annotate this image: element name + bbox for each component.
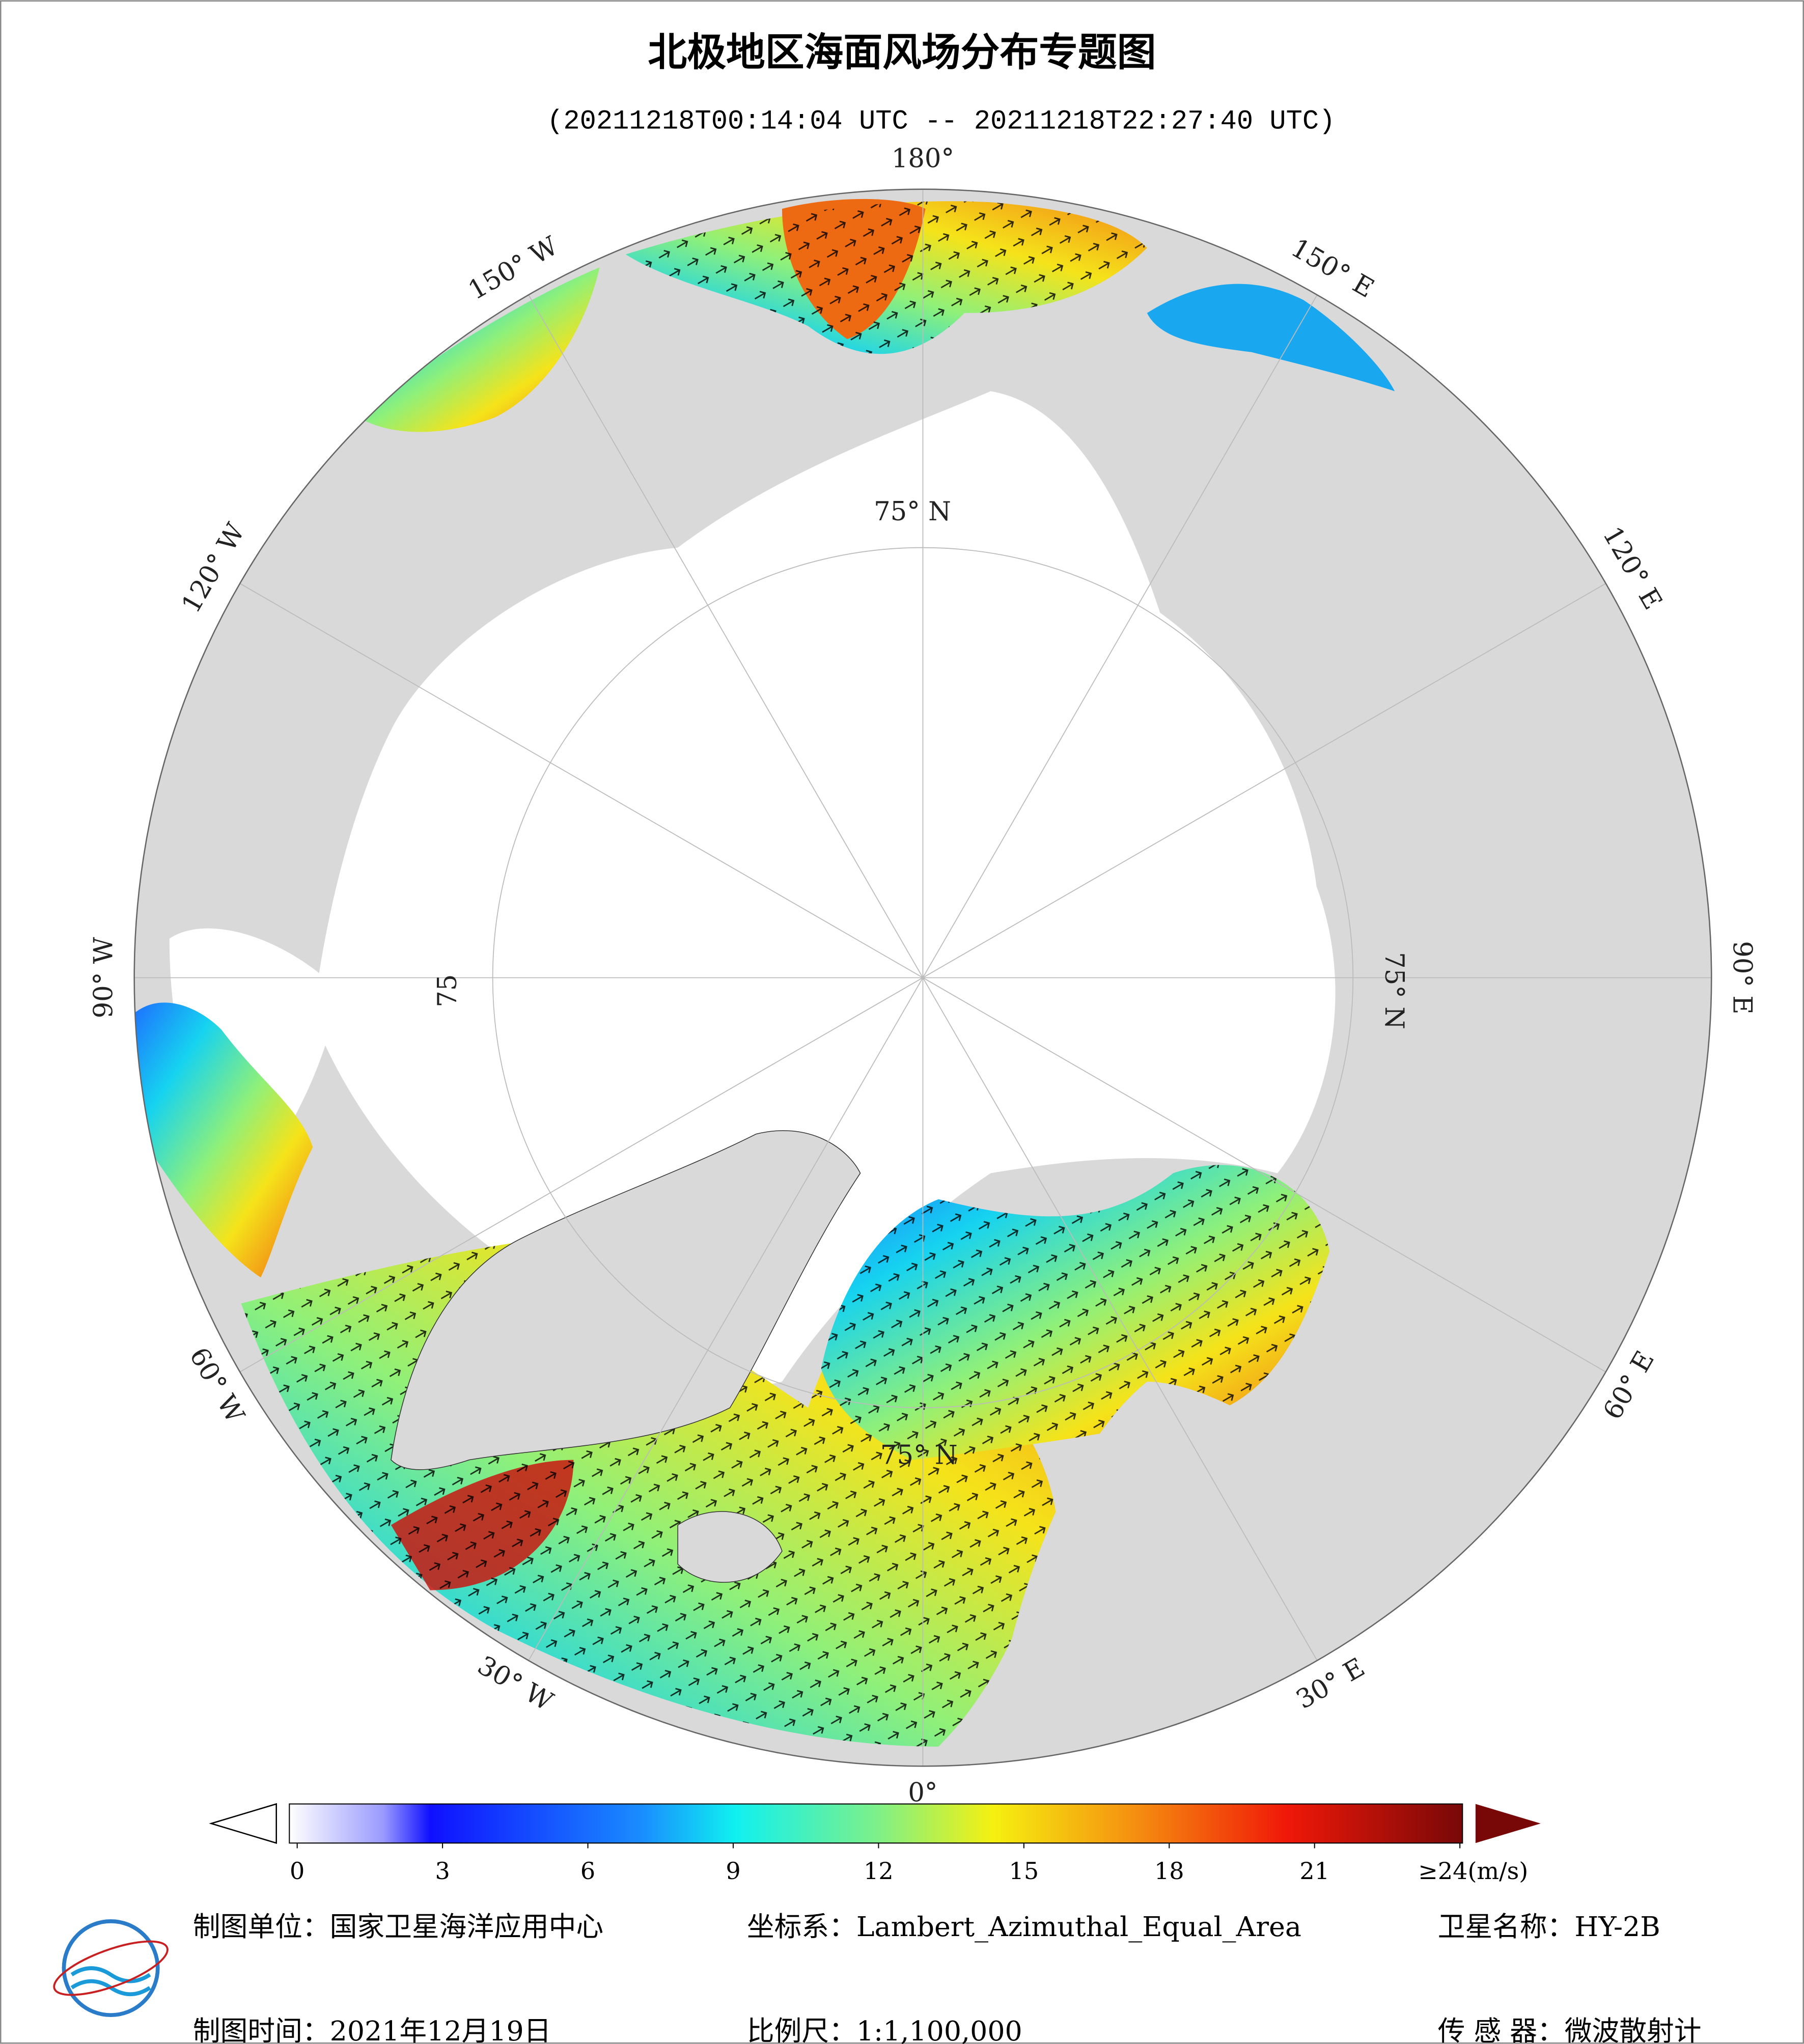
meridian xyxy=(923,977,1606,1373)
colorbar-tick-label: 9 xyxy=(726,1857,740,1885)
sea-ice xyxy=(313,391,1336,1386)
latitude-label: 75° N xyxy=(880,1440,958,1471)
colorbar-tick-label: 12 xyxy=(864,1857,894,1885)
logo xyxy=(53,1919,169,2018)
colorbar-tick-label: 15 xyxy=(1009,1857,1039,1885)
longitude-label: 90° E xyxy=(1727,941,1758,1014)
meridian xyxy=(528,294,924,978)
colorbar-ticks: 0 3 6 9 12 15 18 21 ≥24(m/s) xyxy=(290,1843,1528,1885)
footer-date: 制图时间：2021年12月19日 xyxy=(193,2015,551,2044)
colorbar-low-arrow xyxy=(209,1803,277,1844)
colorbar-tick-label: 6 xyxy=(580,1857,595,1885)
map-subtitle: (20211218T00:14:04 UTC -- 20211218T22:27… xyxy=(547,106,1335,137)
map-border xyxy=(133,188,1712,1767)
map-body xyxy=(134,189,1712,1767)
meridian xyxy=(239,977,923,1373)
colorbar-high-arrow xyxy=(1475,1804,1541,1843)
wind-okhotsk xyxy=(1147,284,1395,391)
latitude-label: 75 xyxy=(432,974,463,1007)
graticule xyxy=(134,189,1712,1767)
footer-satellite: 卫星名称：HY-2B xyxy=(1438,1911,1660,1943)
meridian xyxy=(923,583,1606,978)
colorbar-tick-label: ≥24(m/s) xyxy=(1418,1857,1528,1885)
map-title: 北极地区海面风场分布专题图 xyxy=(648,30,1156,75)
iceland xyxy=(677,1511,783,1583)
meridian xyxy=(528,977,924,1661)
latitude-label: 75° N xyxy=(874,496,951,527)
colorbar-tick-label: 3 xyxy=(435,1857,450,1885)
colorbar-tick-label: 18 xyxy=(1154,1857,1184,1885)
colorbar-tick-label: 21 xyxy=(1299,1857,1329,1885)
meridian xyxy=(922,977,1318,1661)
colorbar: 0 3 6 9 12 15 18 21 ≥24(m/s) xyxy=(209,1803,1541,1885)
scandinavia xyxy=(990,1382,1408,1767)
longitude-label: 180° xyxy=(892,143,954,174)
meridian xyxy=(239,583,923,978)
wind-alaska xyxy=(358,267,600,432)
longitude-label: 0° xyxy=(908,1778,937,1808)
footer-scale: 比例尺：1:1,100,000 xyxy=(747,2015,1022,2044)
colorbar-bar xyxy=(289,1803,1463,1844)
longitude-label: 90° W xyxy=(88,937,119,1018)
footer-sensor: 传 感 器：微波散射计 xyxy=(1438,2015,1702,2044)
wind-hudson xyxy=(134,1002,313,1278)
footer-crs: 坐标系：Lambert_Azimuthal_Equal_Area xyxy=(747,1911,1301,1943)
greenland xyxy=(391,1130,861,1470)
meridian xyxy=(922,294,1318,978)
colorbar-tick-label: 0 xyxy=(290,1857,304,1885)
footer-unit: 制图单位：国家卫星海洋应用中心 xyxy=(193,1911,603,1943)
latitude-label: 75° N xyxy=(1379,952,1409,1029)
